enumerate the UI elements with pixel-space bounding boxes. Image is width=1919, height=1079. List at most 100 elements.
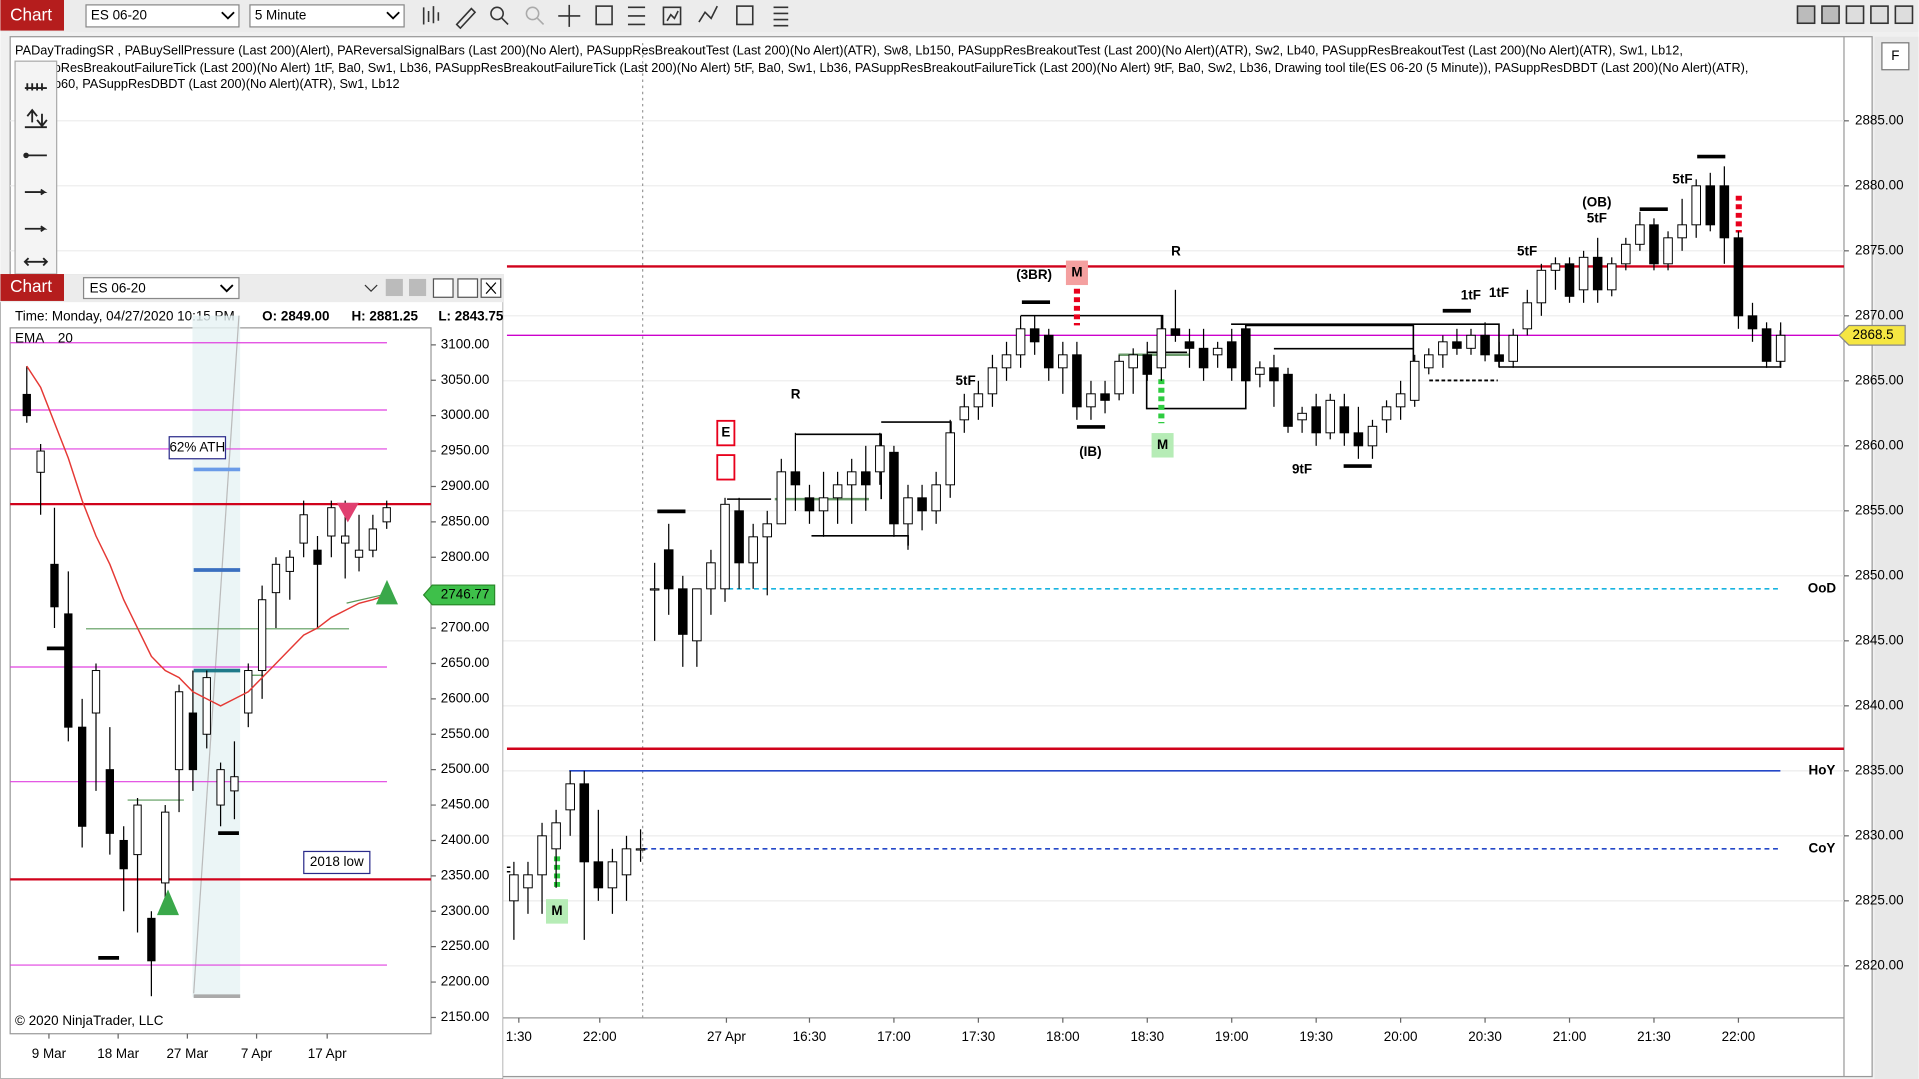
candle-body <box>91 670 101 714</box>
candle-body <box>1438 341 1448 356</box>
y-tick-label: 2950.00 <box>441 443 490 458</box>
interval-dropdown[interactable]: 5 Minute <box>249 4 405 28</box>
symbol-label: ES 06-20 <box>91 7 147 22</box>
candle-body <box>663 549 674 590</box>
y-tick-label: 2650.00 <box>441 655 490 670</box>
y-tick-label: 3100.00 <box>441 336 490 351</box>
candle-body <box>1452 341 1462 349</box>
candle-body <box>692 588 702 642</box>
x-tick-label: 20:00 <box>1384 1029 1418 1044</box>
note: 62% ATH <box>169 439 225 454</box>
candle-body <box>790 471 801 486</box>
candle-body <box>50 563 59 608</box>
candle-body <box>133 804 142 856</box>
candle-body <box>1184 341 1195 349</box>
annotation: 5tF <box>1672 171 1692 186</box>
signal-dashes <box>553 379 1165 889</box>
candle-body <box>327 507 336 537</box>
inset-chart: Time: Monday, 04/27/2020 10:15 PM O: 2849… <box>9 308 503 1061</box>
candle-body <box>1649 224 1659 265</box>
inset-chart-tab-label: Chart <box>10 277 52 296</box>
candle-body <box>678 588 688 635</box>
candle-body <box>734 510 744 564</box>
symbol-dropdown[interactable]: ES 06-20 <box>85 4 240 28</box>
inset-window: Chart ES 06-20 Time: Monday, 04/27/2020 … <box>0 274 504 1079</box>
y-tick-label: 2900.00 <box>441 478 490 493</box>
y-tick-label: 2885.00 <box>1855 112 1904 127</box>
x-tick-label: 7 Apr <box>241 1046 273 1061</box>
annotation: 5tF <box>956 373 976 388</box>
annotation: 9tF <box>1292 461 1312 476</box>
inset-titlebar <box>0 274 504 303</box>
candle-body <box>1128 354 1138 369</box>
y-tick-label: 2845.00 <box>1855 632 1904 647</box>
candle-body <box>903 497 913 525</box>
info-text: Time: Monday, 04/27/2020 10:15 PM <box>15 308 235 323</box>
inset-symbol-dropdown[interactable]: ES 06-20 <box>82 277 240 300</box>
candle-body <box>537 835 547 876</box>
candle-body <box>1058 354 1068 369</box>
price-marker <box>1838 324 1906 346</box>
candle-body <box>1677 224 1687 239</box>
level-label: HoY <box>1809 762 1836 777</box>
swing-marks <box>657 154 1726 514</box>
candle-body <box>36 450 45 473</box>
note-box <box>168 436 227 460</box>
candle-body <box>1114 360 1124 395</box>
candle-body <box>748 536 758 564</box>
x-tick-label: 16:30 <box>793 1029 827 1044</box>
candle-body <box>1719 185 1730 239</box>
candle-body <box>1775 334 1786 362</box>
y-tick-label: 2300.00 <box>441 903 490 918</box>
candle-body <box>917 497 927 512</box>
candle-body <box>1100 393 1110 401</box>
candle-body <box>1621 243 1631 265</box>
annotation-box <box>1151 433 1174 458</box>
candle-body <box>1283 373 1293 427</box>
candle-body <box>216 769 225 806</box>
candle-body <box>931 484 941 512</box>
drawing-toolbar[interactable] <box>14 60 58 275</box>
candle-body <box>188 712 198 771</box>
y-tick-label: 2880.00 <box>1855 177 1904 192</box>
candle-body <box>119 839 128 870</box>
signal-dashes <box>1073 195 1742 326</box>
candle-body <box>635 848 646 851</box>
candle-body <box>1592 256 1603 291</box>
candle-body <box>78 726 87 827</box>
candle-body <box>1550 263 1561 271</box>
candle-body <box>973 393 984 408</box>
toolbar-icons[interactable] <box>422 4 1914 30</box>
inset-window-buttons[interactable] <box>364 278 502 298</box>
candle-body <box>1086 393 1096 408</box>
annotation: (IB) <box>1079 444 1101 459</box>
annotation: (3BR) <box>1016 267 1052 282</box>
annotation-box <box>716 454 736 481</box>
annotation: M <box>1157 437 1168 452</box>
y-tick-label: 2825.00 <box>1855 892 1904 907</box>
candle-body <box>1480 334 1490 356</box>
indicator-line: PADayTradingSR , PABuySellPressure (Last… <box>15 43 1683 58</box>
y-tick-label: 2855.00 <box>1855 502 1904 517</box>
indicator-line: PASuppResBreakoutFailureTick (Last 200)(… <box>15 60 1748 75</box>
y-tick-label: 2800.00 <box>441 549 490 564</box>
candle-body <box>607 861 618 889</box>
candle-body <box>299 514 308 544</box>
candle-body <box>1367 425 1378 447</box>
y-tick-label: 2850.00 <box>441 513 490 528</box>
x-tick-label: 18:00 <box>1046 1029 1080 1044</box>
level-label: OoD <box>1808 580 1837 595</box>
y-tick-label: 2250.00 <box>441 938 490 953</box>
candle-body <box>230 776 239 792</box>
y-tick-label: 3000.00 <box>441 407 490 422</box>
candle-body <box>1226 341 1237 369</box>
candle-body <box>1691 185 1701 226</box>
x-tick-label: 17:00 <box>877 1029 911 1044</box>
ema-legend: EMA <box>15 330 44 345</box>
candle-body <box>1339 406 1350 434</box>
y-tick-label: 2835.00 <box>1855 762 1904 777</box>
side-button[interactable]: F <box>1881 42 1910 71</box>
triangle-down <box>336 502 359 523</box>
